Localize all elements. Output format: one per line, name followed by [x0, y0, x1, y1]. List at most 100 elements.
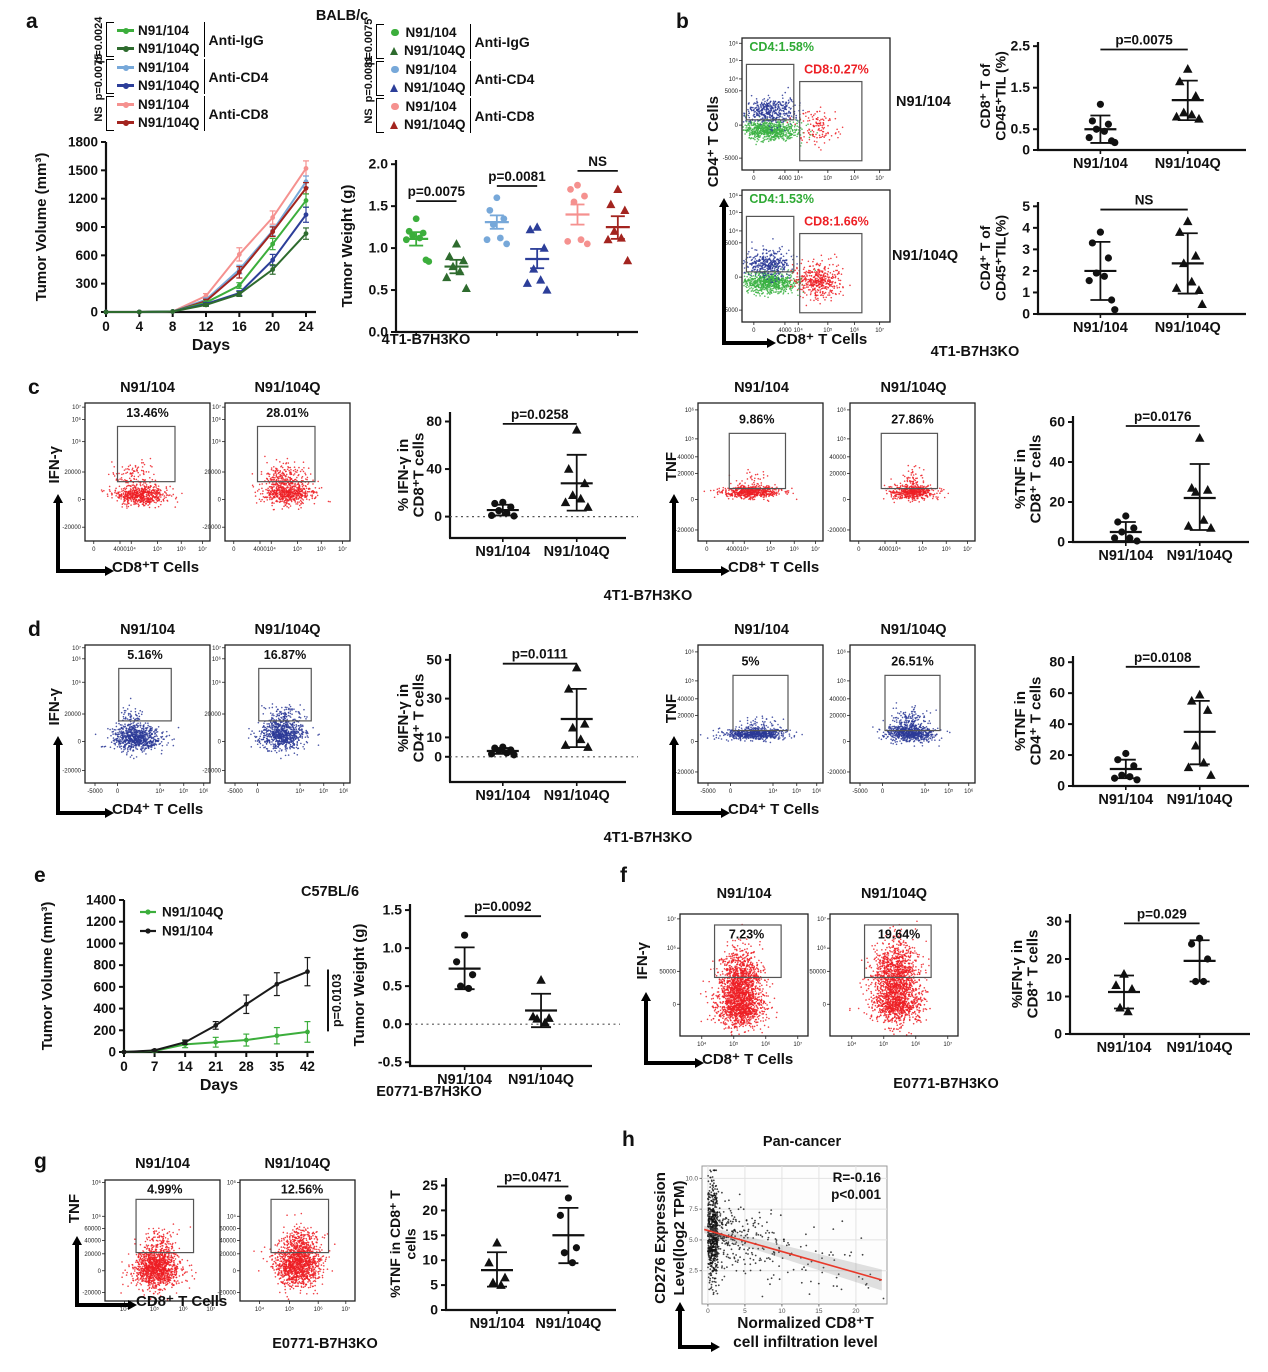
- flow-title: N91/104: [135, 1156, 190, 1172]
- series-marker-icon: [117, 64, 134, 71]
- legend-series-name: N91/104Q: [404, 117, 466, 132]
- svg-text:10⁵: 10⁵: [729, 209, 739, 216]
- panel-c-label: c: [28, 376, 40, 399]
- svg-text:20000: 20000: [204, 470, 221, 476]
- y-axis-arrow-icon: [75, 1244, 79, 1306]
- flow-title: N91/104Q: [860, 886, 928, 902]
- svg-text:0: 0: [434, 508, 442, 524]
- svg-text:10⁶: 10⁶: [850, 327, 860, 334]
- series-dot-icon: [122, 45, 129, 52]
- svg-text:10⁵: 10⁵: [293, 546, 303, 553]
- circle-marker-icon: [391, 102, 399, 111]
- panel-d-ifng-axis-label: IFN-γ: [46, 688, 63, 726]
- legend-entry: N91/104Q: [387, 79, 466, 96]
- svg-text:1.5: 1.5: [1011, 79, 1031, 95]
- svg-text:1500: 1500: [68, 163, 98, 178]
- svg-text:NS: NS: [588, 154, 607, 169]
- flow-plot-ifng-cd8-n91-104q: 10⁷ 10⁶ 10⁵ 20000 0 -20000 0 4000 10⁴ 10⁵ 10⁶ 10⁷ 28…: [202, 402, 351, 553]
- svg-text:CD8⁺ T ofCD45⁺TIL (%): CD8⁺ T ofCD45⁺TIL (%): [977, 51, 1009, 141]
- panel-c-ifng-axis-label: IFN-γ: [46, 446, 63, 484]
- x-axis-arrow-icon: [56, 811, 106, 815]
- svg-text:80: 80: [426, 413, 442, 429]
- legend-bracket-icon: [106, 96, 114, 131]
- svg-text:5000: 5000: [725, 89, 739, 95]
- y-axis-arrow-icon: [672, 744, 676, 814]
- svg-text:0: 0: [232, 547, 236, 553]
- legend-entry: N91/104Q: [117, 40, 200, 57]
- svg-text:10⁵: 10⁵: [72, 439, 82, 446]
- svg-text:p=0.0258: p=0.0258: [511, 407, 569, 422]
- legend-treatment: Anti-CD8: [203, 96, 268, 131]
- svg-text:CD4:1.58%: CD4:1.58%: [749, 40, 814, 54]
- ifng-cd8-dot-plot: 0 40 80 p=0.0258 N91/104 N91/104Q % IFN-γ inCD…: [395, 407, 638, 560]
- legend-series-name: N91/104: [138, 23, 190, 38]
- legend-group: p=0.0081 N91/104 N91/104Q Anti-CD4: [363, 55, 534, 102]
- flow-title: N91/104Q: [254, 380, 321, 396]
- legend-series-name: N91/104Q: [138, 115, 200, 130]
- svg-text:10⁶: 10⁶: [177, 546, 187, 553]
- svg-text:N91/104: N91/104: [475, 544, 530, 560]
- svg-text:N91/104: N91/104: [1073, 156, 1128, 172]
- svg-text:10⁴: 10⁴: [794, 175, 804, 182]
- legend-pvalue: NS: [363, 107, 375, 124]
- svg-text:10⁷: 10⁷: [198, 546, 207, 553]
- panel-e-label: e: [34, 864, 46, 887]
- svg-text:p=0.0081: p=0.0081: [488, 169, 546, 184]
- svg-text:10⁷: 10⁷: [338, 546, 347, 553]
- y-axis-label-line2: Level(log2 TPM): [671, 1180, 688, 1296]
- legend-entry: N91/104: [387, 98, 466, 115]
- svg-text:-5000: -5000: [723, 156, 739, 162]
- flow-title: N91/104: [734, 380, 789, 396]
- legend-pvalue: p=0.0081: [363, 55, 375, 102]
- svg-text:0: 0: [735, 275, 739, 281]
- series-marker-icon: [117, 45, 134, 52]
- panel-c-tnf-axis-label: TNF: [663, 452, 680, 482]
- legend-group: p=0.0075 N91/104 N91/104Q Anti-CD4: [93, 53, 268, 100]
- svg-text:10⁴: 10⁴: [729, 76, 739, 83]
- svg-text:0: 0: [1022, 306, 1030, 322]
- svg-text:1.0: 1.0: [369, 240, 389, 256]
- svg-text:24: 24: [298, 319, 314, 334]
- svg-text:2.5: 2.5: [1011, 38, 1031, 54]
- svg-text:4000: 4000: [253, 547, 267, 553]
- y-axis-arrow-icon: [672, 502, 676, 572]
- flow-title: N91/104: [120, 380, 175, 396]
- panel-h-label: h: [622, 1128, 635, 1151]
- panel-f-cellline-label: E0771-B7H3KO: [893, 1076, 999, 1092]
- svg-text:10⁷: 10⁷: [212, 404, 221, 411]
- svg-text:0.5: 0.5: [1011, 121, 1031, 137]
- svg-text:10⁶: 10⁶: [317, 546, 327, 553]
- legend-series-name: N91/104: [138, 97, 190, 112]
- svg-text:0: 0: [1022, 142, 1030, 158]
- flow-title: N91/104Q: [880, 622, 947, 638]
- svg-text:1800: 1800: [68, 135, 98, 150]
- legend-bracket-icon: [376, 98, 384, 133]
- svg-text:10⁴: 10⁴: [729, 228, 739, 235]
- x-axis-arrow-icon: [56, 569, 106, 573]
- svg-text:8: 8: [169, 319, 177, 334]
- panel-a-line-legend: p=0.0024 N91/104 N91/104Q Anti-IgG p=0.0…: [92, 16, 268, 131]
- svg-text:12: 12: [198, 319, 213, 334]
- legend-pvalue: NS: [93, 105, 105, 122]
- series-dot-icon: [122, 101, 129, 108]
- series-marker-icon: [117, 27, 134, 34]
- legend-treatment: Anti-CD4: [203, 59, 268, 94]
- tumor-weight-dot-plot-balbc: 0.0 0.5 1.0 1.5 2.0 p=0.0075 p=0.0081 NS Tumor W…: [339, 154, 638, 340]
- svg-text:5: 5: [1022, 198, 1030, 214]
- svg-text:900: 900: [75, 220, 98, 235]
- svg-text:4: 4: [1022, 219, 1030, 235]
- series-dot-icon: [122, 119, 129, 126]
- svg-text:4000: 4000: [778, 328, 792, 334]
- svg-text:40: 40: [426, 461, 442, 477]
- svg-text:1.5: 1.5: [369, 198, 389, 214]
- legend-entry: N91/104: [117, 22, 200, 39]
- svg-text:4000: 4000: [113, 547, 127, 553]
- triangle-marker-icon: [390, 46, 398, 55]
- x-axis-arrow-icon: [672, 811, 722, 815]
